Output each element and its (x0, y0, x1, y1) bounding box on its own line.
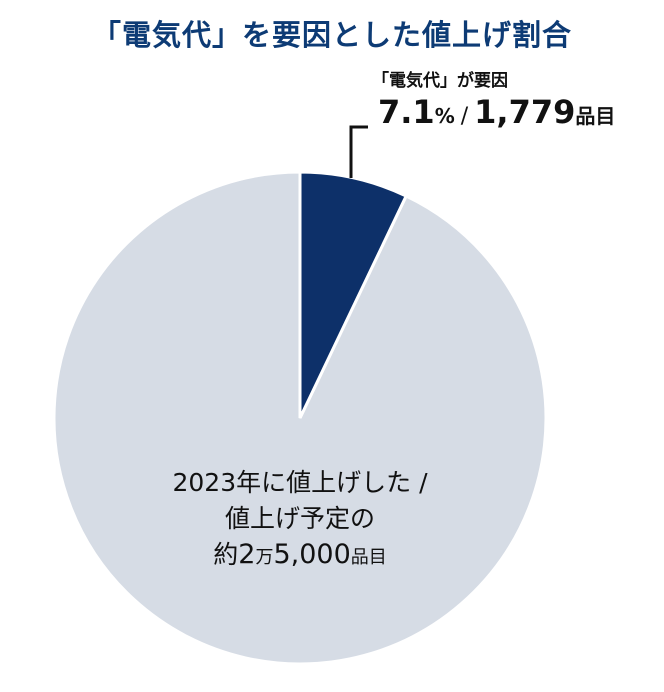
center-label-line1: 2023年に値上げした / (172, 468, 428, 497)
callout-count: 1,779 (474, 93, 576, 131)
callout-separator: / (460, 104, 469, 129)
center-label-num2: 5,000 (273, 539, 351, 570)
callout-count-unit: 品目 (575, 104, 616, 128)
center-label-line2: 値上げ予定の (224, 504, 375, 533)
callout-percent-unit: % (434, 104, 455, 128)
center-label-man: 万 (255, 547, 274, 568)
callout-caption: 「電気代」が要因 (372, 71, 508, 91)
center-label-prefix: 約 (213, 540, 239, 569)
callout-percent: 7.1 (378, 93, 435, 131)
center-label-unit: 品目 (350, 547, 387, 568)
center-label-line3: 約2万5,000品目 (140, 537, 460, 576)
pie-slice-electricity (298, 170, 409, 419)
center-label-num1: 2 (238, 539, 256, 570)
callout-value: 7.1%/1,779品目 (378, 96, 615, 128)
center-label: 2023年に値上げした / 値上げ予定の 約2万5,000品目 (140, 465, 460, 576)
callout-leader-line (349, 125, 368, 178)
chart-title: 「電気代」を要因とした値上げ割合 (91, 18, 572, 52)
